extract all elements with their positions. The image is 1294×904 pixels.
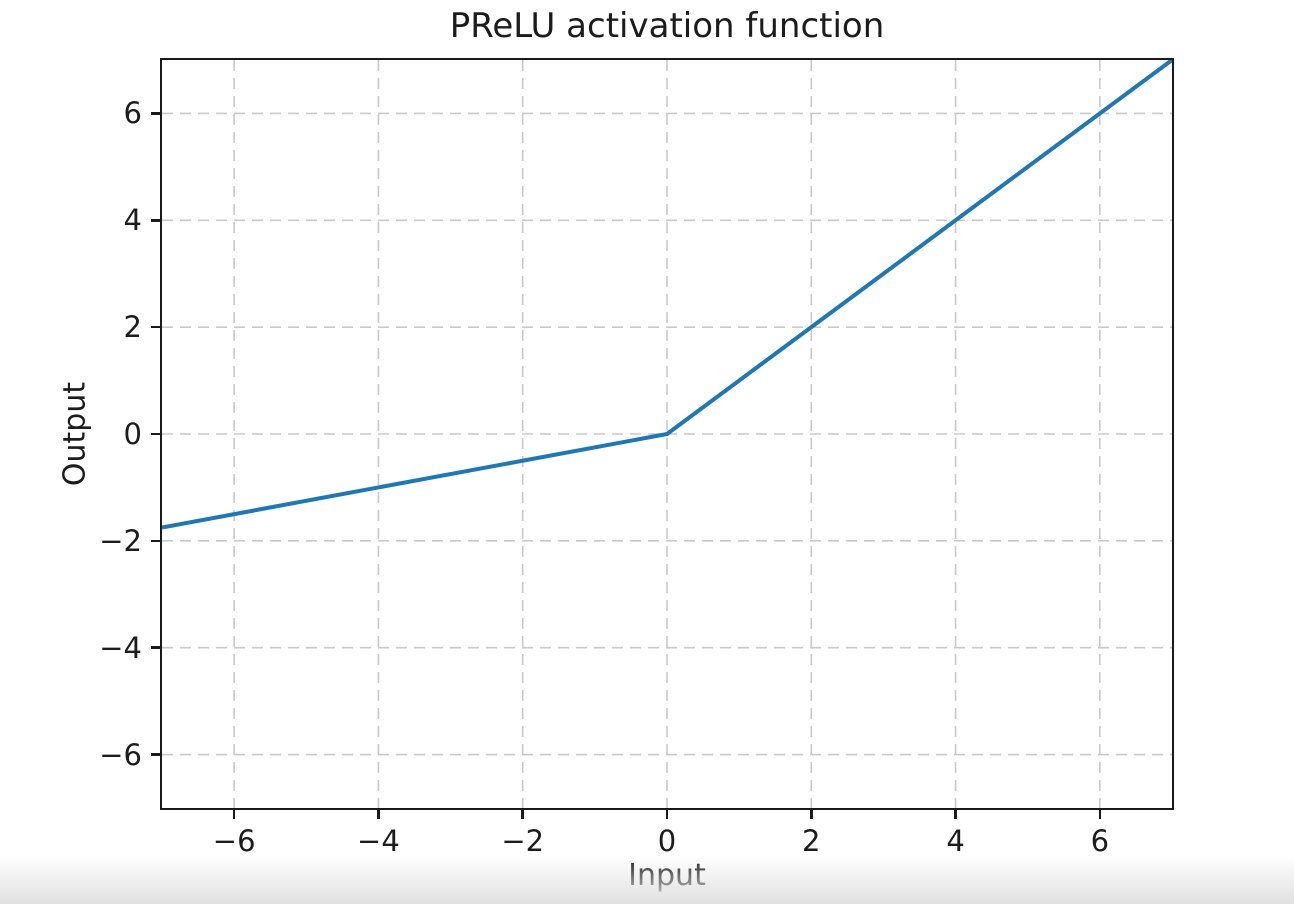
y-tick-label: 2	[123, 310, 142, 345]
y-tick-mark	[151, 219, 160, 222]
x-tick-label: 2	[802, 824, 821, 858]
x-tick-mark	[954, 810, 957, 819]
x-tick-mark	[232, 810, 236, 819]
y-tick-label: −6	[99, 737, 142, 772]
y-tick-mark	[151, 325, 160, 329]
x-tick-mark	[377, 810, 380, 819]
x-tick-label: −6	[212, 824, 256, 858]
y-tick-mark	[151, 112, 160, 115]
y-tick-label: −2	[99, 523, 142, 558]
y-tick-mark	[151, 646, 160, 649]
y-tick-label: 0	[123, 417, 142, 451]
y-axis-label: Output	[57, 381, 93, 487]
x-axis-label: Input	[628, 858, 706, 893]
plot-svg	[162, 60, 1172, 808]
y-tick-label: −4	[99, 630, 142, 665]
x-tick-mark	[810, 810, 813, 819]
y-tick-label: 6	[123, 96, 142, 131]
x-tick-label: 4	[946, 824, 965, 858]
plot-area	[160, 58, 1174, 810]
chart-title: PReLU activation function	[449, 6, 885, 46]
y-tick-mark	[151, 753, 160, 756]
x-tick-label: 6	[1090, 824, 1110, 858]
series-line-prelu-curve	[162, 60, 1172, 530]
x-tick-mark	[665, 810, 669, 819]
x-tick-mark	[521, 810, 524, 819]
x-tick-label: −4	[357, 824, 400, 858]
y-tick-label: 4	[123, 203, 142, 238]
x-tick-mark	[1098, 810, 1102, 819]
y-tick-mark	[151, 432, 160, 436]
x-tick-label: 0	[657, 824, 677, 858]
y-tick-mark	[151, 539, 160, 543]
x-tick-label: −2	[501, 824, 545, 858]
